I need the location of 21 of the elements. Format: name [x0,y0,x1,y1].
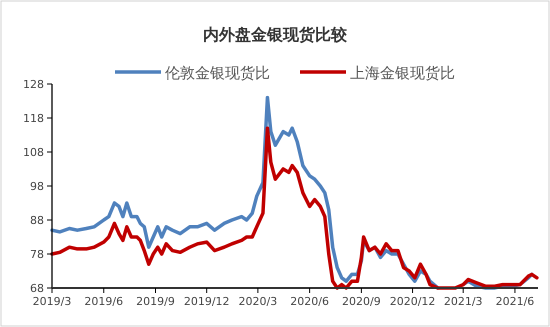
y-tick-label: 118 [23,112,44,125]
x-tick-label: 2020/9 [342,295,381,308]
x-tick-label: 2021/6 [496,295,534,308]
x-tick-label: 2020/12 [390,295,436,308]
y-tick-label: 98 [30,180,44,193]
x-tick-label: 2019/12 [184,295,230,308]
x-tick-label: 2021/3 [444,295,483,308]
legend-label: 上海金银现货比 [350,64,455,82]
x-tick-label: 2019/3 [32,295,72,308]
y-tick-label: 88 [30,214,44,227]
x-tick-label: 2019/9 [136,295,175,308]
y-tick-label: 68 [30,282,44,295]
y-tick-label: 78 [30,248,44,261]
x-tick-label: 2020/3 [238,295,278,308]
y-tick-label: 108 [23,146,44,159]
y-tick-label: 128 [23,78,44,91]
x-tick-label: 2019/6 [84,295,124,308]
chart-title: 内外盘金银现货比较 [203,25,348,44]
legend-label: 伦敦金银现货比 [165,64,270,82]
x-tick-label: 2020/6 [290,295,329,308]
line-series [50,126,539,290]
